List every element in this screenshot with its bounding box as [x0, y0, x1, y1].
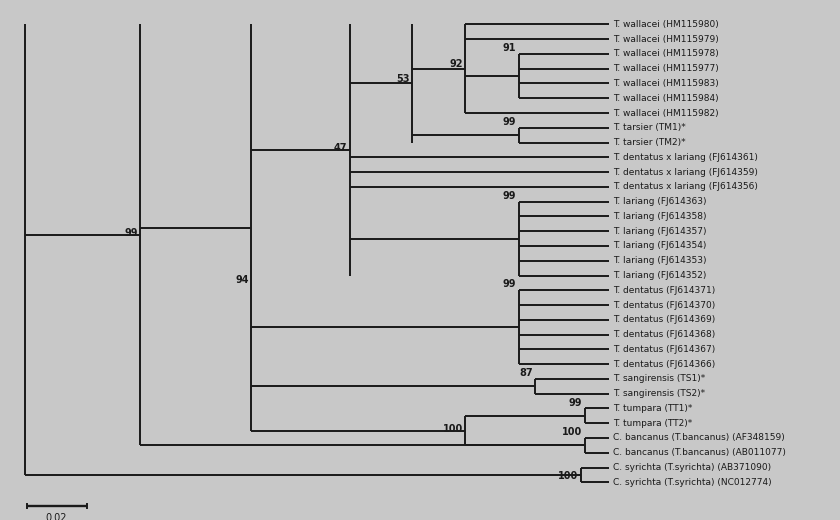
- Text: 87: 87: [519, 368, 533, 378]
- Text: T. wallacei (HM115982): T. wallacei (HM115982): [612, 109, 718, 118]
- Text: 100: 100: [443, 424, 463, 434]
- Text: 53: 53: [396, 74, 409, 84]
- Text: T. tarsier (TM2)*: T. tarsier (TM2)*: [612, 138, 685, 147]
- Text: 94: 94: [235, 275, 249, 285]
- Text: T. dentatus (FJ614369): T. dentatus (FJ614369): [612, 315, 715, 324]
- Text: T. lariang (FJ614357): T. lariang (FJ614357): [612, 227, 706, 236]
- Text: T. tumpara (TT1)*: T. tumpara (TT1)*: [612, 404, 692, 413]
- Text: T. wallacei (HM115977): T. wallacei (HM115977): [612, 64, 718, 73]
- Text: 100: 100: [558, 472, 578, 482]
- Text: T. dentatus (FJ614368): T. dentatus (FJ614368): [612, 330, 715, 339]
- Text: T. dentatus (FJ614370): T. dentatus (FJ614370): [612, 301, 715, 309]
- Text: 99: 99: [124, 228, 138, 238]
- Text: 47: 47: [334, 143, 348, 153]
- Text: 99: 99: [503, 279, 517, 289]
- Text: 0.02: 0.02: [46, 513, 67, 520]
- Text: T. wallacei (HM115980): T. wallacei (HM115980): [612, 20, 718, 29]
- Text: 99: 99: [503, 191, 517, 201]
- Text: T. lariang (FJ614354): T. lariang (FJ614354): [612, 241, 706, 251]
- Text: 99: 99: [503, 117, 517, 127]
- Text: T. tarsier (TM1)*: T. tarsier (TM1)*: [612, 123, 685, 132]
- Text: T. lariang (FJ614352): T. lariang (FJ614352): [612, 271, 706, 280]
- Text: T. wallacei (HM115978): T. wallacei (HM115978): [612, 49, 718, 58]
- Text: T. dentatus (FJ614367): T. dentatus (FJ614367): [612, 345, 715, 354]
- Text: 99: 99: [569, 398, 582, 408]
- Text: T. sangirensis (TS2)*: T. sangirensis (TS2)*: [612, 389, 705, 398]
- Text: T. dentatus x lariang (FJ614359): T. dentatus x lariang (FJ614359): [612, 167, 758, 177]
- Text: T. wallacei (HM115984): T. wallacei (HM115984): [612, 94, 718, 103]
- Text: T. dentatus x lariang (FJ614361): T. dentatus x lariang (FJ614361): [612, 153, 758, 162]
- Text: T. sangirensis (TS1)*: T. sangirensis (TS1)*: [612, 374, 705, 383]
- Text: T. tumpara (TT2)*: T. tumpara (TT2)*: [612, 419, 692, 428]
- Text: T. dentatus (FJ614366): T. dentatus (FJ614366): [612, 360, 715, 369]
- Text: T. dentatus (FJ614371): T. dentatus (FJ614371): [612, 286, 715, 295]
- Text: C. bancanus (T.bancanus) (AF348159): C. bancanus (T.bancanus) (AF348159): [612, 434, 785, 443]
- Text: T. wallacei (HM115979): T. wallacei (HM115979): [612, 35, 718, 44]
- Text: T. lariang (FJ614358): T. lariang (FJ614358): [612, 212, 706, 221]
- Text: 92: 92: [449, 59, 463, 69]
- Text: C. syrichta (T.syrichta) (NC012774): C. syrichta (T.syrichta) (NC012774): [612, 478, 771, 487]
- Text: C. syrichta (T.syrichta) (AB371090): C. syrichta (T.syrichta) (AB371090): [612, 463, 771, 472]
- Text: C. bancanus (T.bancanus) (AB011077): C. bancanus (T.bancanus) (AB011077): [612, 448, 785, 457]
- Text: T. wallacei (HM115983): T. wallacei (HM115983): [612, 79, 718, 88]
- Text: T. dentatus x lariang (FJ614356): T. dentatus x lariang (FJ614356): [612, 183, 758, 191]
- Text: 91: 91: [503, 43, 517, 53]
- Text: T. lariang (FJ614353): T. lariang (FJ614353): [612, 256, 706, 265]
- Text: T. lariang (FJ614363): T. lariang (FJ614363): [612, 197, 706, 206]
- Text: 100: 100: [562, 427, 582, 437]
